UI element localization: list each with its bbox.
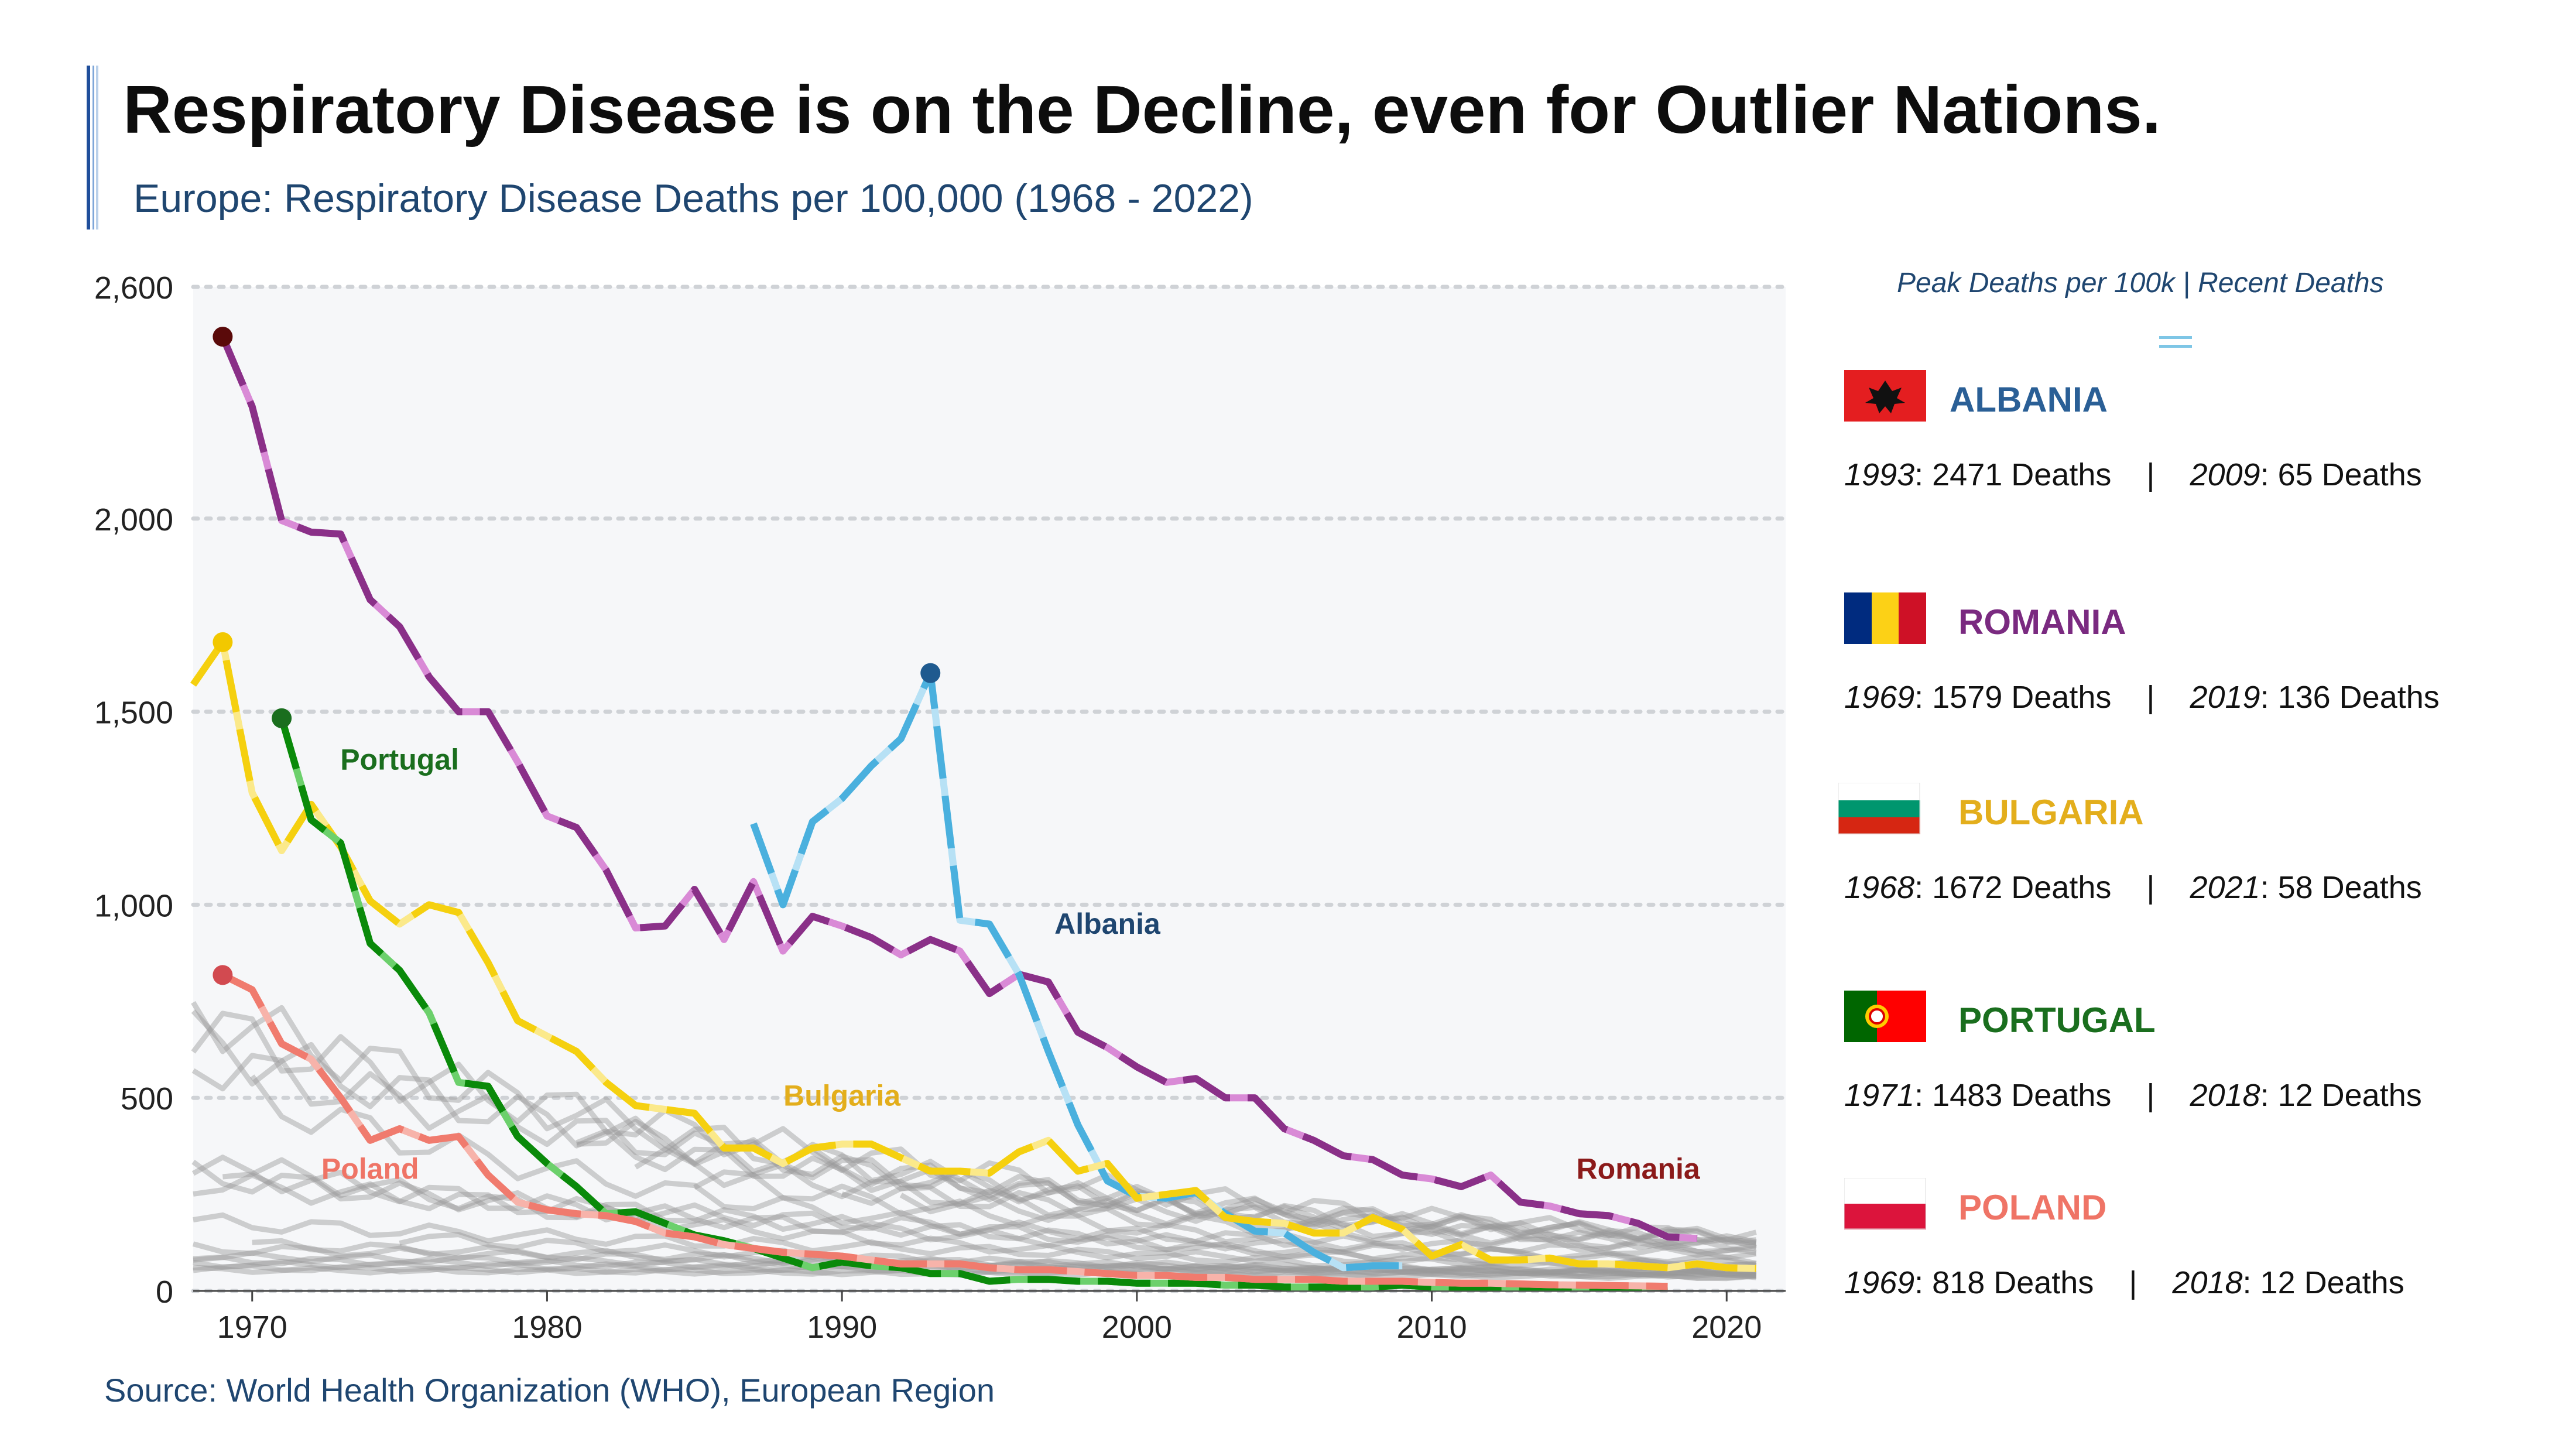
peak-year: 1969 [1844, 680, 1915, 715]
context-country-line [899, 1193, 1756, 1258]
recent-deaths: : 12 Deaths [2242, 1265, 2404, 1300]
peak-deaths: : 1672 Deaths [1914, 870, 2112, 905]
x-tick-label: 2020 [1691, 1310, 1762, 1345]
legend-double-line-icon [2159, 336, 2192, 348]
series-line [750, 669, 1403, 1272]
context-country-line [222, 1157, 1757, 1280]
x-tick-label: 1980 [512, 1310, 582, 1345]
context-country-line [191, 1001, 1757, 1256]
stats-separator: | [2111, 870, 2190, 905]
series-line [221, 972, 1668, 1290]
context-country-line [841, 1185, 1756, 1245]
y-tick-label: 0 [156, 1275, 173, 1310]
context-country-line [693, 1169, 1757, 1269]
peak-marker [213, 965, 233, 985]
y-tick-label: 1,000 [94, 888, 173, 923]
legend-country-name: POLAND [1958, 1188, 2107, 1227]
poland-flag-icon [1844, 1177, 1926, 1229]
recent-year: 2021 [2190, 870, 2260, 905]
legend-stats: 1968: 1672 Deaths | 2021: 58 Deaths [1844, 869, 2422, 906]
context-country-line [193, 1265, 1756, 1280]
recent-deaths: : 65 Deaths [2260, 457, 2422, 492]
peak-marker [213, 632, 233, 652]
portugal-flag-icon [1844, 991, 1926, 1042]
context-country-line [250, 1074, 1756, 1276]
legend-stats: 1969: 1579 Deaths | 2019: 136 Deaths [1844, 679, 2440, 715]
context-country-line [252, 1238, 1756, 1279]
context-country-line [191, 1009, 1757, 1251]
x-tick-label: 1990 [807, 1310, 877, 1345]
series-line [219, 335, 1698, 1242]
context-country-line [634, 1146, 1757, 1255]
peak-year: 1971 [1844, 1078, 1915, 1113]
recent-year: 2019 [2190, 680, 2260, 715]
legend-header: Peak Deaths per 100k | Recent Deaths [1897, 268, 2384, 299]
peak-deaths: : 2471 Deaths [1914, 457, 2112, 492]
peak-marker [920, 663, 941, 683]
series-label: Bulgaria [783, 1079, 901, 1112]
series-label: Romania [1577, 1153, 1701, 1186]
context-country-line [399, 1232, 1756, 1281]
peak-year: 1969 [1844, 1265, 1915, 1300]
peak-marker [213, 327, 233, 347]
context-country-line [193, 1172, 1757, 1260]
legend-country-name: ROMANIA [1958, 602, 2126, 642]
y-tick-label: 2,000 [94, 502, 173, 537]
context-country-line [191, 1159, 1757, 1266]
stats-separator: | [2111, 680, 2190, 715]
albania-flag-icon [1844, 370, 1926, 422]
recent-year: 2018 [2190, 1078, 2260, 1113]
recent-deaths: : 12 Deaths [2260, 1078, 2422, 1113]
title-accent-bar [87, 66, 98, 229]
peak-deaths: : 1483 Deaths [1914, 1078, 2112, 1113]
context-country-line [193, 1259, 1756, 1278]
x-tick-label: 2010 [1396, 1310, 1467, 1345]
series-label: Albania [1054, 907, 1161, 940]
y-tick-label: 1,500 [94, 696, 173, 731]
x-tick-label: 1970 [217, 1310, 287, 1345]
recent-year: 2009 [2190, 457, 2260, 492]
recent-deaths: : 136 Deaths [2260, 680, 2440, 715]
series-label: Portugal [340, 744, 459, 776]
legend-country-name: PORTUGAL [1958, 1001, 2156, 1040]
plot-background [193, 287, 1786, 1291]
legend-country-name: BULGARIA [1958, 793, 2144, 832]
legend-stats: 1969: 818 Deaths | 2018: 12 Deaths [1844, 1265, 2404, 1301]
page-subtitle: Europe: Respiratory Disease Deaths per 1… [133, 176, 1253, 221]
legend-stats: 1993: 2471 Deaths | 2009: 65 Deaths [1844, 457, 2422, 493]
peak-deaths: : 818 Deaths [1914, 1265, 2094, 1300]
y-tick-label: 2,600 [94, 270, 173, 306]
recent-year: 2018 [2172, 1265, 2243, 1300]
x-tick-label: 2000 [1102, 1310, 1172, 1345]
peak-year: 1993 [1844, 457, 1915, 492]
series-line [190, 638, 1756, 1272]
legend-stats: 1971: 1483 Deaths | 2018: 12 Deaths [1844, 1077, 2422, 1114]
y-tick-label: 500 [121, 1081, 173, 1116]
series-line [278, 717, 1668, 1291]
peak-marker [272, 708, 292, 728]
context-country-line [191, 1053, 1756, 1246]
stats-separator: | [2111, 457, 2190, 492]
context-country-line [193, 1263, 1756, 1282]
bulgaria-flag-icon [1838, 782, 1920, 834]
recent-deaths: : 58 Deaths [2260, 870, 2422, 905]
source-note: Source: World Health Organization (WHO),… [104, 1371, 995, 1409]
source-label: Source [104, 1372, 208, 1409]
stats-separator: | [2094, 1265, 2173, 1300]
page-title: Respiratory Disease is on the Decline, e… [123, 71, 2161, 148]
peak-year: 1968 [1844, 870, 1915, 905]
legend-country-name: ALBANIA [1950, 380, 2108, 419]
romania-flag-icon [1844, 592, 1926, 644]
stats-separator: | [2111, 1078, 2190, 1113]
source-text: : World Health Organization (WHO), Europ… [208, 1372, 995, 1409]
peak-deaths: : 1579 Deaths [1914, 680, 2112, 715]
series-label: Poland [321, 1153, 419, 1186]
